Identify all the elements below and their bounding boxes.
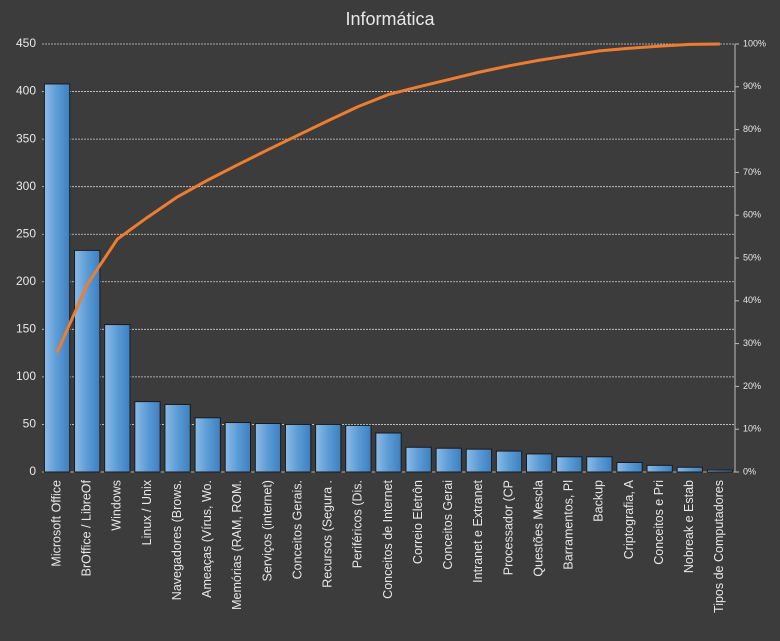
x-tick-label: BrOffice / LibreOf xyxy=(79,479,93,576)
bar xyxy=(224,422,252,473)
x-tick-label: Recursos (Segura . xyxy=(321,480,335,588)
bar xyxy=(284,423,312,473)
x-tick-label: Ameaças (Vírus, Wo. xyxy=(200,480,214,598)
x-tick-label: Microsoft Office xyxy=(49,480,63,567)
x-tick-label: Memórias (RAM, ROM. xyxy=(230,480,244,610)
y-tick-label: 50 xyxy=(23,417,37,431)
y-tick-label: 0 xyxy=(29,464,36,478)
y2-tick-label: 90% xyxy=(743,81,761,91)
y2-tick-label: 50% xyxy=(743,252,761,262)
bar xyxy=(164,403,191,473)
bar xyxy=(375,432,402,473)
x-tick-label: Processador (CP xyxy=(501,480,515,575)
x-tick-label: Linux / Unix xyxy=(140,479,154,545)
y-tick-label: 400 xyxy=(16,84,36,98)
x-tick-label: Barramentos, Pl xyxy=(562,480,576,570)
x-tick-label: Tipos de Computadores xyxy=(712,480,726,613)
chart-title: Informática xyxy=(345,9,435,29)
y-tick-label: 100 xyxy=(16,369,36,383)
bar xyxy=(706,469,734,473)
x-tick-label: Conceitos e Pri xyxy=(652,480,666,565)
y-tick-label: 200 xyxy=(16,274,36,288)
y2-tick-label: 70% xyxy=(743,167,761,177)
x-tick-label: Questões Mescla xyxy=(531,480,545,577)
x-tick-label: Backup xyxy=(592,480,606,522)
y2-tick-label: 10% xyxy=(743,424,761,434)
y2-tick-label: 100% xyxy=(743,38,766,48)
bar xyxy=(556,456,583,473)
y2-tick-label: 60% xyxy=(743,210,761,220)
bar xyxy=(194,417,221,473)
y-tick-label: 450 xyxy=(16,36,36,50)
y2-tick-label: 80% xyxy=(743,124,761,134)
x-tick-label: Conceitos Gerais. xyxy=(290,480,304,579)
bar xyxy=(315,423,342,473)
bar xyxy=(345,424,372,473)
y-tick-label: 350 xyxy=(16,131,36,145)
x-tick-label: Criptografia, A xyxy=(622,479,636,559)
bar xyxy=(676,466,703,473)
x-tick-label: Navegadores (Brows. xyxy=(170,480,184,600)
x-tick-label: Serviços (internet) xyxy=(260,480,274,581)
bar xyxy=(616,461,643,473)
x-tick-label: Conceitos Gerai xyxy=(441,480,455,570)
y-tick-label: 150 xyxy=(16,322,36,336)
bar xyxy=(104,324,131,473)
bar xyxy=(405,446,432,473)
bar xyxy=(465,448,493,473)
bar xyxy=(134,401,161,473)
cumulative-line xyxy=(55,42,720,354)
y2-tick-label: 30% xyxy=(743,338,761,348)
y2-tick-label: 0% xyxy=(743,466,756,476)
x-tick-label: Correio Eletrôn xyxy=(411,480,425,564)
x-tick-label: Nobreak e Estab xyxy=(682,480,696,573)
y-tick-label: 300 xyxy=(16,179,36,193)
bar xyxy=(495,450,523,473)
y2-tick-label: 20% xyxy=(743,381,761,391)
bar xyxy=(525,453,553,473)
y-tick-label: 250 xyxy=(16,226,36,240)
bar xyxy=(254,422,282,473)
x-tick-label: Conceitos de Internet xyxy=(381,479,395,598)
x-tick-label: Intranet e Extranet xyxy=(471,479,485,582)
bar xyxy=(43,83,71,473)
bar xyxy=(435,447,462,473)
y2-tick-label: 40% xyxy=(743,295,761,305)
bar xyxy=(586,456,613,473)
x-tick-label: Windows xyxy=(110,480,124,531)
x-tick-label: Periféricos (Dis. xyxy=(351,480,365,568)
bar xyxy=(646,464,673,473)
